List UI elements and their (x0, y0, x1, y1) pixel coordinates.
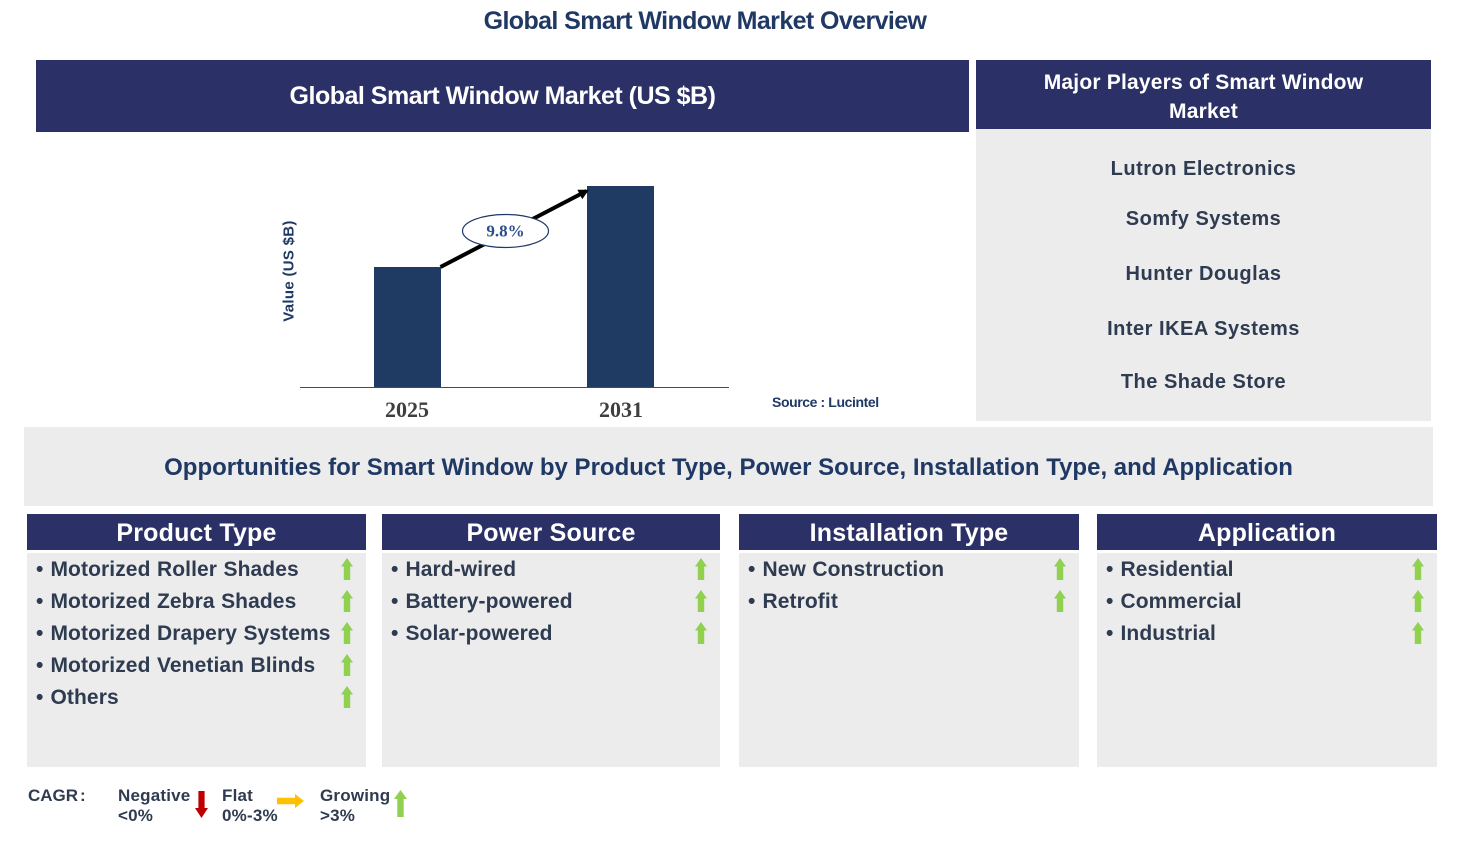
svg-text:9.8%: 9.8% (486, 222, 524, 241)
